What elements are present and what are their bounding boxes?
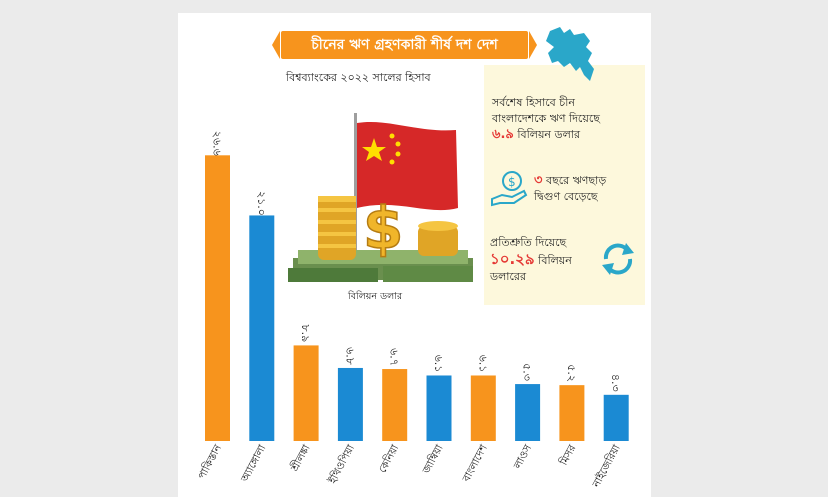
info-latest-text: সর্বশেষ হিসাবে চীন বাংলাদেশকে ঋণ দিয়েছে… xyxy=(492,95,642,143)
bar-8 xyxy=(559,385,585,441)
svg-text:$: $ xyxy=(508,175,516,189)
unit-label: বিলিয়ন ডলার xyxy=(348,291,403,302)
category-label-4: কেনিয়া xyxy=(376,441,402,475)
chart-title: চীনের ঋণ গ্রহণকারী শীর্ষ দশ দেশ xyxy=(281,31,528,59)
value-label-2: ৮.৯ xyxy=(299,325,312,343)
bar-6 xyxy=(470,375,496,441)
info-growth-number: ৩ xyxy=(534,173,543,188)
value-label-0: ২৬.৬ xyxy=(211,131,224,156)
value-label-6: ৬.১ xyxy=(476,355,489,373)
category-label-1: অ্যাঙ্গোলা xyxy=(238,442,268,485)
info-growth-line1: বছরে ঋণছাড় xyxy=(545,174,607,187)
bar-7 xyxy=(515,384,541,441)
category-label-3: ইথিওপিয়া xyxy=(325,441,357,486)
chart-subtitle: বিশ্বব্যাংকের ২০২২ সালের হিসাব xyxy=(286,71,431,84)
bar-4 xyxy=(382,369,408,441)
value-label-7: ৫.৩ xyxy=(521,363,534,381)
svg-text:$: $ xyxy=(363,194,403,262)
refresh-cycle-icon xyxy=(602,243,634,275)
bangladesh-map-icon xyxy=(546,27,594,81)
bar-1 xyxy=(249,215,275,441)
category-label-9: নাইজেরিয়া xyxy=(589,441,623,490)
info-amount-unit: বিলিয়ন ডলার xyxy=(517,128,581,141)
value-label-1: ২১.০ xyxy=(255,191,268,216)
info-pledge-text: প্রতিশ্রুতি দিয়েছে ১০.২৯ বিলিয়ন ডলারের xyxy=(490,235,600,285)
category-label-6: বাংলাদেশ xyxy=(460,442,490,485)
value-label-5: ৬.১ xyxy=(432,355,445,373)
value-label-4: ৬.৭ xyxy=(388,348,401,366)
flag-pole xyxy=(354,113,357,263)
info-box xyxy=(484,65,645,305)
bar-2 xyxy=(293,345,319,441)
coins-icon xyxy=(318,196,458,260)
value-label-3: ৬.৮ xyxy=(343,347,356,365)
info-pledge-unit1: বিলিয়ন xyxy=(538,254,572,267)
category-labels-group: পাকিস্তান অ্যাঙ্গোলা শ্রীলঙ্কা ইথিওপিয়া কেন… xyxy=(195,441,623,490)
info-pledge-unit2: ডলারের xyxy=(490,270,527,283)
info-growth-line2: দ্বিগুণ বেড়েছে xyxy=(534,190,598,203)
info-line1: সর্বশেষ হিসাবে চীন xyxy=(492,96,575,109)
value-labels-group: ২৬.৬ ২১.০ ৮.৯ ৬.৮ ৬.৭ ৬.১ ৬.১ ৫.৩ ৫.২ ৪.৩ xyxy=(211,131,623,392)
info-pledge-line: প্রতিশ্রুতি দিয়েছে xyxy=(490,236,567,249)
info-line2: বাংলাদেশকে ঋণ দিয়েছে xyxy=(492,112,600,125)
info-growth-text: ৩ বছরে ঋণছাড় দ্বিগুণ বেড়েছে xyxy=(534,173,644,205)
china-flag-illustration: $ xyxy=(288,113,473,282)
info-pledge-amount: ১০.২৯ xyxy=(490,250,535,268)
bars-group xyxy=(205,155,629,441)
category-label-7: লাওস xyxy=(511,442,535,472)
bar-5 xyxy=(426,375,452,441)
category-label-2: শ্রীলঙ্কা xyxy=(287,441,313,474)
bar-chart: ২৬.৬ ২১.০ ৮.৯ ৬.৮ ৬.৭ ৬.১ ৬.১ ৫.৩ ৫.২ ৪.৩ পাকিস্ত… xyxy=(195,131,629,490)
infographic-card: চীনের ঋণ গ্রহণকারী শীর্ষ দশ দেশ বিশ্বব্য… xyxy=(178,13,651,497)
value-label-8: ৫.২ xyxy=(565,364,578,382)
money-hand-icon: $ xyxy=(491,171,528,207)
category-label-5: জাম্বিয়া xyxy=(419,441,446,476)
bar-0 xyxy=(205,155,230,441)
value-label-9: ৪.৩ xyxy=(609,374,622,392)
dollar-sign-icon: $ xyxy=(362,193,404,263)
bar-9 xyxy=(603,394,629,441)
info-amount: ৬.৯ xyxy=(492,127,514,142)
category-label-8: মিসর xyxy=(556,441,579,468)
bar-3 xyxy=(337,367,363,441)
category-label-0: পাকিস্তান xyxy=(195,442,224,482)
china-flag-icon xyxy=(357,121,458,211)
